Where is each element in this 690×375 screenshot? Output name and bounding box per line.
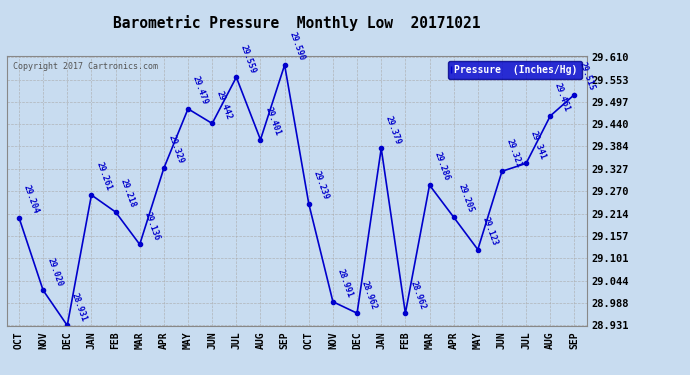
- Text: Barometric Pressure  Monthly Low  20171021: Barometric Pressure Monthly Low 20171021: [113, 15, 480, 31]
- Text: 29.590: 29.590: [288, 31, 306, 62]
- Text: 29.239: 29.239: [312, 170, 331, 201]
- Text: 29.341: 29.341: [529, 129, 548, 160]
- Text: 29.261: 29.261: [95, 161, 113, 192]
- Text: 29.461: 29.461: [553, 82, 572, 113]
- Text: 28.991: 28.991: [336, 268, 355, 299]
- Text: 29.020: 29.020: [46, 256, 65, 288]
- Text: 29.479: 29.479: [191, 75, 210, 106]
- Text: 28.962: 28.962: [360, 279, 379, 310]
- Text: 29.123: 29.123: [481, 216, 500, 247]
- Text: 29.559: 29.559: [239, 43, 258, 74]
- Text: 29.401: 29.401: [264, 106, 282, 137]
- Legend: Pressure  (Inches/Hg): Pressure (Inches/Hg): [448, 61, 582, 79]
- Text: 29.379: 29.379: [384, 114, 403, 146]
- Text: 29.286: 29.286: [433, 151, 451, 182]
- Text: Copyright 2017 Cartronics.com: Copyright 2017 Cartronics.com: [12, 62, 158, 70]
- Text: 29.205: 29.205: [457, 183, 475, 214]
- Text: 29.218: 29.218: [119, 178, 137, 209]
- Text: 29.204: 29.204: [22, 183, 41, 215]
- Text: 28.962: 28.962: [408, 279, 427, 310]
- Text: 29.442: 29.442: [215, 89, 234, 121]
- Text: 29.321: 29.321: [505, 137, 524, 168]
- Text: 29.515: 29.515: [578, 60, 596, 92]
- Text: 29.329: 29.329: [167, 134, 186, 165]
- Text: 29.136: 29.136: [143, 210, 161, 242]
- Text: 28.931: 28.931: [70, 291, 89, 322]
